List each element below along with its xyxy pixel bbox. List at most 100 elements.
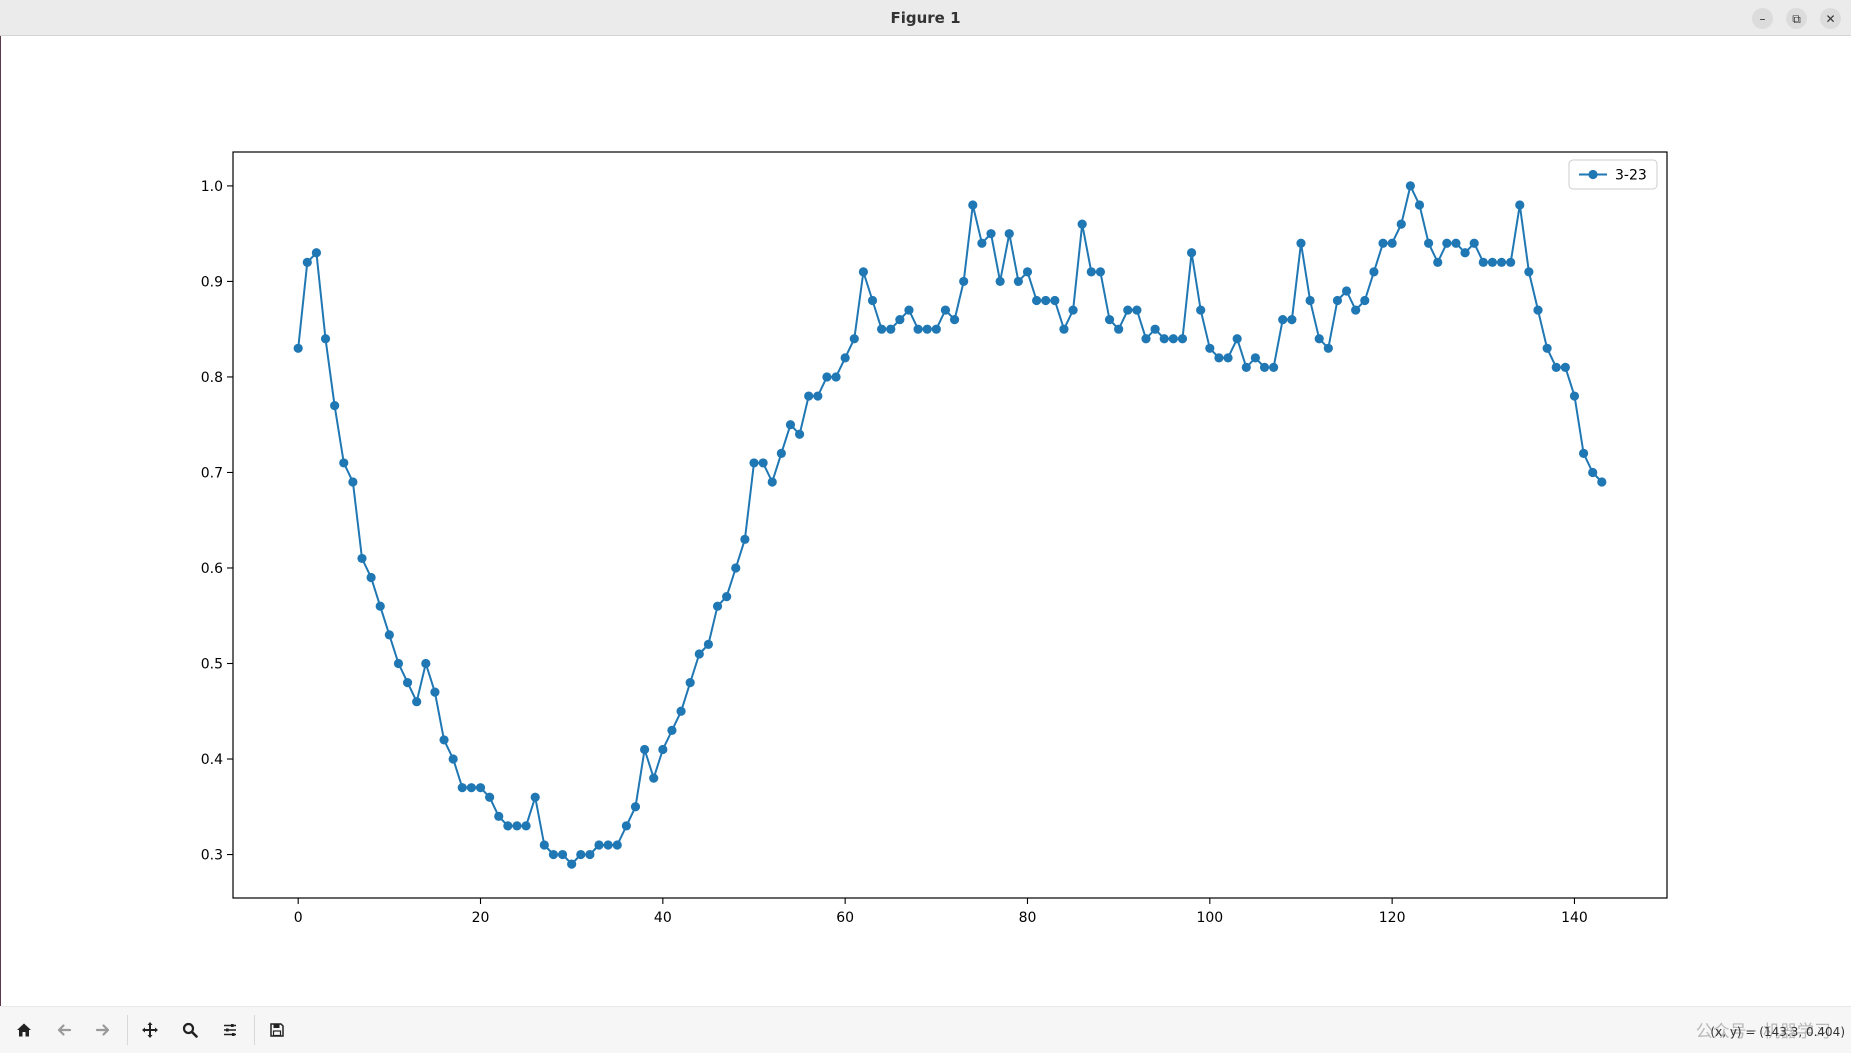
data-point <box>384 630 394 640</box>
data-point <box>1287 315 1297 325</box>
y-tick-label: 0.4 <box>201 752 223 768</box>
home-button[interactable] <box>10 1017 38 1043</box>
data-point <box>986 229 996 239</box>
data-point <box>466 783 476 793</box>
data-point <box>1004 229 1014 239</box>
data-point <box>311 248 322 258</box>
data-point <box>1086 267 1096 277</box>
data-point <box>685 678 695 688</box>
data-point <box>858 267 868 277</box>
data-point <box>1478 257 1488 267</box>
data-point <box>1104 315 1115 325</box>
data-point <box>1077 219 1087 229</box>
minimize-button[interactable]: – <box>1752 8 1773 29</box>
data-point <box>594 840 604 850</box>
configure-subplots-button[interactable] <box>216 1017 244 1043</box>
data-point <box>676 706 686 716</box>
x-tick-label: 80 <box>1019 910 1037 926</box>
data-point <box>1469 238 1479 248</box>
data-point <box>1551 362 1561 372</box>
data-point <box>1022 267 1033 277</box>
close-button[interactable]: ✕ <box>1820 8 1841 29</box>
back-button[interactable] <box>50 1017 78 1043</box>
axes-frame <box>232 151 1668 899</box>
data-point <box>1323 343 1333 353</box>
data-point <box>393 658 404 669</box>
forward-button[interactable] <box>89 1017 117 1043</box>
data-point <box>785 420 796 430</box>
data-point <box>1533 305 1543 315</box>
data-point <box>794 429 805 439</box>
window-border <box>0 36 1 1053</box>
data-point <box>1168 334 1178 344</box>
data-point <box>640 744 650 755</box>
save-button[interactable] <box>263 1017 291 1043</box>
data-point <box>1424 238 1434 248</box>
data-point <box>402 678 413 688</box>
figure-canvas[interactable]: 0 20 40 60 80 100 120 140 0.3 0.4 0.5 0.6 0.7 0.8 0.9 1… <box>1 36 1851 1006</box>
data-point <box>375 601 385 611</box>
data-point <box>667 725 677 735</box>
data-point <box>512 821 522 831</box>
data-point <box>1196 305 1206 315</box>
data-point <box>1278 315 1288 325</box>
y-tick-label: 0.8 <box>201 370 223 386</box>
data-point <box>494 811 504 821</box>
data-point <box>621 821 631 831</box>
data-point <box>320 334 331 344</box>
data-point <box>1542 343 1552 353</box>
data-point <box>567 859 577 869</box>
data-point <box>1460 248 1470 258</box>
y-tick-label: 0.7 <box>201 465 223 481</box>
y-tick-label: 0.6 <box>201 561 223 577</box>
x-tick-label: 100 <box>1196 910 1223 926</box>
data-point <box>1159 334 1169 344</box>
data-point <box>767 477 777 487</box>
data-point <box>1387 238 1397 248</box>
legend-box <box>1568 159 1658 190</box>
data-point <box>1259 362 1270 372</box>
data-point <box>949 315 960 325</box>
y-tick-label: 0.5 <box>201 657 223 673</box>
data-point <box>557 849 568 860</box>
data-point <box>1150 324 1160 334</box>
data-point <box>1369 267 1379 277</box>
data-point <box>1442 238 1452 248</box>
data-point <box>1569 391 1580 401</box>
data-point <box>886 324 896 334</box>
data-point <box>1351 305 1361 315</box>
pan-button[interactable] <box>136 1017 164 1043</box>
data-point <box>1186 248 1197 258</box>
legend-marker <box>1588 169 1598 180</box>
toolbar-separator <box>254 1015 255 1045</box>
zoom-button[interactable] <box>176 1017 204 1043</box>
data-point <box>521 821 531 831</box>
data-point <box>548 849 559 860</box>
data-point <box>1214 353 1224 363</box>
data-point <box>776 448 786 458</box>
watermark: 公众号 · 机器学习 <box>1695 1022 1831 1042</box>
data-point <box>1487 257 1498 267</box>
data-point <box>940 305 951 315</box>
data-point <box>612 840 622 850</box>
data-point <box>330 401 340 411</box>
data-point <box>530 792 540 802</box>
data-point <box>475 783 486 793</box>
x-tick-label: 40 <box>654 910 672 926</box>
data-point <box>1314 334 1324 344</box>
data-point <box>1451 238 1461 248</box>
data-point <box>1132 305 1142 315</box>
plot-area: 0 20 40 60 80 100 120 140 0.3 0.4 0.5 0.6 0.7 0.8 0.9 1… <box>201 151 1668 926</box>
restore-button[interactable]: ⧉ <box>1786 8 1807 29</box>
data-point <box>1250 353 1260 363</box>
coordinate-readout: (x, y) = (143.3, 0.404) <box>1710 1025 1845 1039</box>
data-point <box>1068 305 1078 315</box>
data-point <box>968 200 978 210</box>
data-point <box>913 324 923 334</box>
configure-subplots-icon <box>224 1024 236 1036</box>
data-point <box>448 754 458 764</box>
data-point <box>585 849 595 860</box>
data-point <box>712 601 723 611</box>
data-point <box>1232 334 1242 344</box>
save-icon <box>270 1023 284 1037</box>
